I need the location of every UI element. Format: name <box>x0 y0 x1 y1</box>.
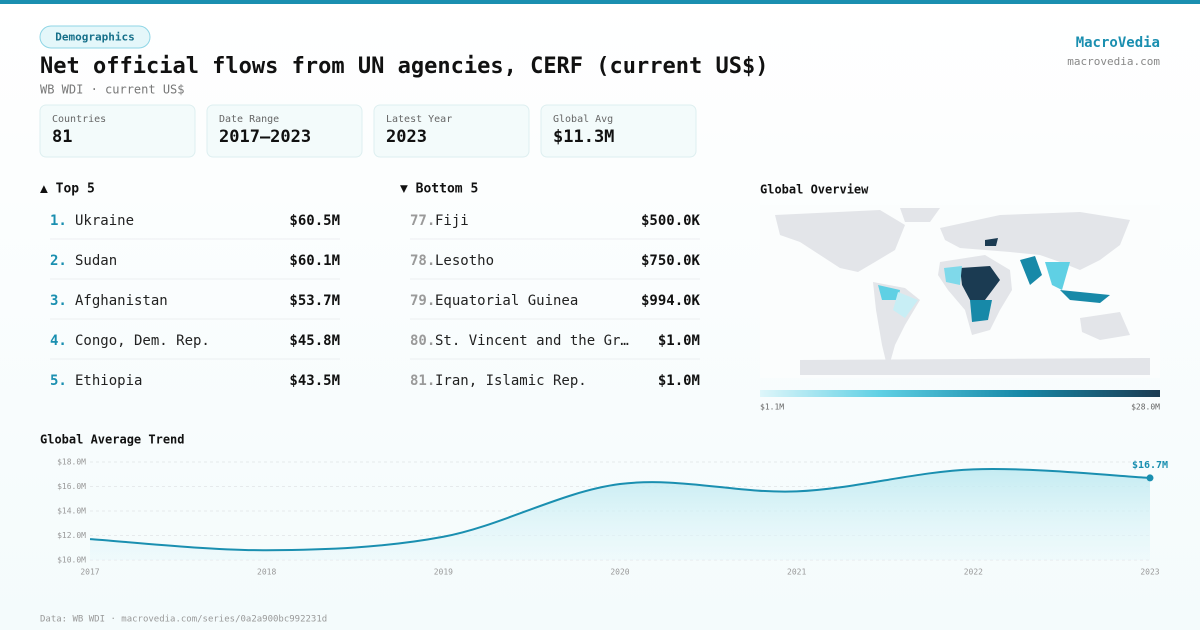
chart-title: Global Average Trend <box>40 433 185 447</box>
land <box>1045 262 1070 290</box>
rank: 80. <box>410 333 435 349</box>
world-map <box>760 205 1160 378</box>
line <box>89 468 1151 552</box>
x-tick-label: 2019 <box>434 568 453 577</box>
rank: 2. <box>50 253 67 269</box>
stat-label: Global Avg <box>553 114 613 125</box>
stat-value: 81 <box>52 127 72 147</box>
stat-label: Countries <box>52 114 106 125</box>
brand: MacroVedia <box>1076 35 1160 51</box>
country-name: St. Vincent and the Gr… <box>435 333 629 349</box>
rank: 77. <box>410 213 435 229</box>
country-value: $500.0K <box>641 213 701 229</box>
value-label: $16.7M <box>1132 460 1168 471</box>
rank: 78. <box>410 253 435 269</box>
site: macrovedia.com <box>1067 55 1160 68</box>
country-value: $1.0M <box>658 373 700 389</box>
country-name: Ethiopia <box>75 373 142 389</box>
footer: Data: WB WDI · macrovedia.com/series/0a2… <box>40 615 327 625</box>
badge-text: Demographics <box>55 31 134 44</box>
rank: 81. <box>410 373 435 389</box>
rank: 5. <box>50 373 67 389</box>
stat-label: Latest Year <box>386 114 452 125</box>
scale-max: $28.0M <box>1131 403 1160 412</box>
rank: 3. <box>50 293 67 309</box>
stat-card <box>540 104 697 158</box>
land <box>1080 312 1130 340</box>
x-tick-label: 2017 <box>80 568 99 577</box>
rank: 4. <box>50 333 67 349</box>
stat-card <box>206 104 363 158</box>
land <box>960 266 1000 300</box>
land <box>900 208 940 222</box>
stat-card <box>39 104 196 158</box>
country-name: Fiji <box>435 213 469 229</box>
x-tick-label: 2021 <box>787 568 806 577</box>
country-name: Congo, Dem. Rep. <box>75 333 210 349</box>
country-value: $994.0K <box>641 293 701 309</box>
land <box>1020 256 1042 285</box>
y-tick-label: $12.0M <box>57 531 86 540</box>
country-value: $1.0M <box>658 333 700 349</box>
land <box>893 292 918 318</box>
bottom-heading: ▼ Bottom 5 <box>400 182 478 197</box>
badge <box>39 25 151 49</box>
land <box>775 210 905 272</box>
top-heading: ▲ Top 5 <box>40 182 95 197</box>
y-tick-label: $10.0M <box>57 556 86 565</box>
map-title: Global Overview <box>760 183 869 197</box>
country-name: Lesotho <box>435 253 494 269</box>
country-value: $45.8M <box>289 333 340 349</box>
stat-value: $11.3M <box>553 127 614 147</box>
country-name: Iran, Islamic Rep. <box>435 373 587 389</box>
country-value: $60.5M <box>289 213 340 229</box>
country-value: $750.0K <box>641 253 701 269</box>
y-tick-label: $18.0M <box>57 458 86 467</box>
color-scale <box>760 390 1160 397</box>
x-tick-label: 2022 <box>964 568 983 577</box>
stat-value: 2017–2023 <box>219 127 311 147</box>
y-tick-label: $14.0M <box>57 507 86 516</box>
rank: 79. <box>410 293 435 309</box>
top-bar <box>0 0 1200 4</box>
country-value: $60.1M <box>289 253 340 269</box>
land <box>970 300 992 322</box>
land <box>800 358 1150 375</box>
x-tick-label: 2020 <box>610 568 629 577</box>
x-tick-label: 2018 <box>257 568 276 577</box>
land <box>940 212 1130 270</box>
country-name: Ukraine <box>75 213 134 229</box>
x-tick-label: 2023 <box>1140 568 1159 577</box>
title: Net official flows from UN agencies, CER… <box>40 54 768 79</box>
area <box>90 469 1150 560</box>
y-tick-label: $16.0M <box>57 482 86 491</box>
subtitle: WB WDI · current US$ <box>40 83 185 97</box>
land <box>985 238 998 246</box>
stat-value: 2023 <box>386 127 427 147</box>
country-name: Sudan <box>75 253 117 269</box>
land <box>944 266 962 285</box>
rank: 1. <box>50 213 67 229</box>
country-name: Equatorial Guinea <box>435 293 578 309</box>
scale-min: $1.1M <box>760 403 784 412</box>
country-name: Afghanistan <box>75 293 168 309</box>
end-point <box>1146 474 1154 482</box>
land <box>1060 290 1110 303</box>
country-value: $43.5M <box>289 373 340 389</box>
country-value: $53.7M <box>289 293 340 309</box>
stat-label: Date Range <box>219 114 279 125</box>
stat-card <box>373 104 530 158</box>
land <box>878 285 900 300</box>
